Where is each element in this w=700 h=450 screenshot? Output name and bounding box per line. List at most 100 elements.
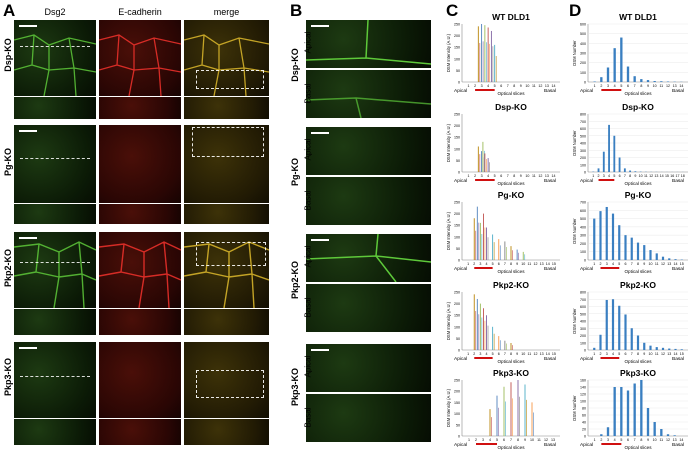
c-apical-2: Apical — [454, 266, 467, 272]
c-xtick-2-6: 7 — [504, 262, 506, 266]
c-xlabel-0: Optical slices — [497, 91, 525, 96]
c-xtick-3-8: 9 — [516, 352, 518, 356]
c-xtick-1-7: 8 — [513, 174, 515, 178]
d-ytick-0-0: 0 — [584, 81, 586, 85]
d-xtick-2-9: 10 — [649, 262, 653, 266]
d-bar-1-4 — [613, 135, 616, 172]
d-basal-0: Basal — [672, 88, 684, 94]
micrograph-merge-dsp — [184, 20, 269, 96]
d-ytick-1-3: 300 — [580, 149, 586, 153]
d-ytick-4-3: 60 — [582, 414, 586, 418]
c-xtick-0-0: 1 — [468, 84, 470, 88]
c-xtick-0-9: 10 — [525, 84, 529, 88]
d-ytick-4-2: 40 — [582, 421, 586, 425]
d-bar-3-7 — [636, 335, 640, 350]
micrograph-dsg2-pkp2 — [14, 232, 96, 308]
c-xtick-3-7: 8 — [510, 352, 512, 356]
d-ytick-1-4: 400 — [580, 142, 586, 146]
c-xlabel-3: Optical slices — [497, 359, 525, 364]
c-xtick-1-5: 6 — [500, 174, 502, 178]
d-xtick-2-14: 15 — [680, 262, 684, 266]
d-xtick-4-8: 9 — [647, 438, 649, 442]
c-xtick-4-8: 9 — [524, 438, 526, 442]
d-xtick-3-8: 9 — [643, 352, 645, 356]
d-xtick-3-6: 7 — [631, 352, 633, 356]
d-bar-2-1 — [599, 211, 602, 260]
d-ytick-3-2: 200 — [580, 334, 586, 338]
c-ytick-4-0: 0 — [458, 435, 460, 439]
c-xtick-1-2: 3 — [481, 174, 483, 178]
b-pkp2-apical — [306, 234, 431, 282]
c-xlabel-2: Optical slices — [497, 269, 525, 274]
c-xtick-0-13: 14 — [551, 84, 555, 88]
c-xtick-2-7: 8 — [510, 262, 512, 266]
d-ytick-3-3: 300 — [580, 327, 586, 331]
micrograph-ecad-dsp — [99, 20, 181, 96]
c-xtick-2-5: 6 — [498, 262, 500, 266]
c-ytick-4-3: 150 — [454, 401, 460, 405]
c-xtick-2-1: 2 — [473, 262, 475, 266]
b-dsp-basal — [306, 70, 431, 118]
d-bar-4-3 — [613, 387, 616, 436]
c-ylabel-3: DSM Intensity (A.U.) — [446, 301, 451, 340]
d-xtick-1-5: 6 — [619, 174, 621, 178]
c-xtick-4-10: 11 — [537, 438, 541, 442]
d-ytick-4-8: 160 — [580, 379, 586, 383]
d-xtick-2-12: 13 — [667, 262, 671, 266]
d-ytick-1-0: 0 — [584, 171, 586, 175]
c-xtick-4-1: 2 — [475, 438, 477, 442]
c-title-4: Pkp3-KO — [493, 368, 529, 378]
c-xtick-2-14: 15 — [552, 262, 556, 266]
c-xtick-4-2: 3 — [482, 438, 484, 442]
d-xtick-1-14: 15 — [665, 174, 669, 178]
d-bar-3-5 — [624, 314, 627, 350]
d-bar-4-5 — [626, 390, 630, 436]
d-bar-0-4 — [620, 37, 623, 82]
c-title-0: WT DLD1 — [492, 12, 530, 22]
c-xtick-2-10: 11 — [528, 262, 532, 266]
d-xtick-4-13: 14 — [679, 438, 683, 442]
d-xtick-3-3: 4 — [612, 352, 614, 356]
d-ytick-0-4: 400 — [580, 42, 586, 46]
d-xtick-2-5: 6 — [625, 262, 627, 266]
d-ytick-4-0: 0 — [584, 435, 586, 439]
d-bar-2-3 — [611, 213, 615, 260]
c-xtick-2-12: 13 — [540, 262, 544, 266]
c-xtick-3-5: 6 — [498, 352, 500, 356]
c-ytick-2-2: 100 — [454, 235, 460, 239]
c-ytick-4-5: 250 — [454, 379, 460, 383]
c-xtick-4-6: 7 — [510, 438, 512, 442]
d-xtick-1-6: 7 — [624, 174, 626, 178]
d-ytick-0-3: 300 — [580, 52, 586, 56]
d-xtick-2-3: 4 — [612, 262, 614, 266]
d-ytick-0-2: 200 — [580, 61, 586, 65]
c-basal-0: Basal — [544, 88, 556, 94]
d-bar-3-10 — [655, 347, 658, 350]
d-xtick-3-13: 14 — [674, 352, 678, 356]
d-bar-4-9 — [653, 422, 656, 436]
d-bar-0-8 — [646, 80, 650, 82]
c-title-3: Pkp2-KO — [493, 280, 529, 290]
c-xtick-4-0: 1 — [468, 438, 470, 442]
c-xtick-0-10: 11 — [532, 84, 536, 88]
d-ytick-1-5: 500 — [580, 134, 586, 138]
d-xtick-4-3: 4 — [614, 438, 616, 442]
c-ytick-1-5: 250 — [454, 113, 460, 117]
d-xtick-3-9: 10 — [649, 352, 653, 356]
d-xtick-1-10: 11 — [644, 174, 648, 178]
c-ytick-1-3: 150 — [454, 136, 460, 140]
d-bar-0-1 — [600, 77, 603, 82]
d-xtick-4-7: 8 — [640, 438, 642, 442]
c-apical-3: Apical — [454, 356, 467, 362]
c-apical-4: Apical — [454, 442, 467, 448]
d-xtick-1-16: 17 — [675, 174, 679, 178]
d-xtick-3-1: 2 — [600, 352, 602, 356]
c-xtick-0-3: 4 — [487, 84, 489, 88]
c-xtick-1-4: 5 — [494, 174, 496, 178]
c-ytick-0-0: 0 — [458, 81, 460, 85]
d-xtick-3-4: 5 — [618, 352, 620, 356]
d-ytick-4-1: 20 — [582, 428, 586, 432]
c-xtick-4-4: 5 — [496, 438, 498, 442]
d-bar-2-7 — [636, 242, 640, 260]
